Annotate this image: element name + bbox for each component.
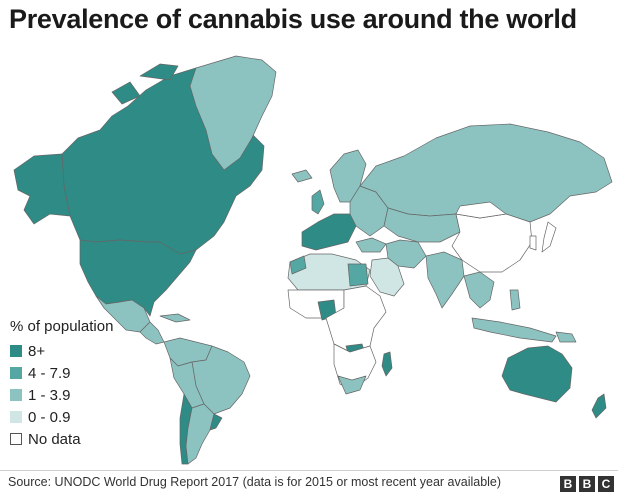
region-caribbean bbox=[159, 313, 191, 323]
region-japan bbox=[541, 221, 557, 253]
bbc-logo: B B C bbox=[560, 476, 614, 492]
region-china bbox=[451, 213, 533, 273]
legend-label: 0 - 0.9 bbox=[28, 408, 71, 426]
source-note: Source: UNODC World Drug Report 2017 (da… bbox=[8, 475, 502, 489]
region-argentina bbox=[185, 403, 215, 465]
legend-label: No data bbox=[28, 430, 81, 448]
legend-item: 1 - 3.9 bbox=[10, 384, 160, 406]
region-egypt bbox=[347, 263, 369, 287]
region-alaska bbox=[13, 153, 71, 225]
region-south-africa bbox=[337, 375, 367, 395]
region-indonesia bbox=[471, 317, 557, 343]
legend-swatch bbox=[10, 389, 22, 401]
chart-title: Prevalence of cannabis use around the wo… bbox=[9, 4, 577, 34]
region-western-europe bbox=[301, 213, 357, 251]
region-morocco bbox=[289, 255, 307, 275]
region-new-zealand bbox=[591, 393, 607, 419]
region-central-asia bbox=[383, 207, 461, 243]
world-map-svg bbox=[13, 55, 613, 465]
legend-label: 1 - 3.9 bbox=[28, 386, 71, 404]
bbc-logo-letter: B bbox=[560, 476, 576, 492]
legend-label: 4 - 7.9 bbox=[28, 364, 71, 382]
footer-divider bbox=[0, 470, 618, 471]
region-uruguay bbox=[209, 413, 223, 431]
region-australia bbox=[501, 345, 573, 403]
region-uk bbox=[311, 189, 325, 215]
legend-item: No data bbox=[10, 428, 160, 450]
region-india bbox=[425, 251, 465, 309]
region-turkey bbox=[355, 237, 387, 253]
region-southeast-asia bbox=[463, 271, 495, 309]
region-iceland bbox=[291, 169, 313, 183]
region-greenland bbox=[189, 55, 277, 171]
map-legend: % of population 8+ 4 - 7.9 1 - 3.9 0 - 0… bbox=[10, 318, 160, 450]
legend-title: % of population bbox=[10, 318, 114, 335]
legend-label: 8+ bbox=[28, 342, 46, 360]
legend-item: 4 - 7.9 bbox=[10, 362, 160, 384]
bbc-logo-letter: C bbox=[598, 476, 614, 492]
region-mongolia bbox=[455, 201, 507, 219]
region-arctic-islands-2 bbox=[111, 81, 141, 105]
region-korea bbox=[529, 235, 537, 251]
legend-swatch bbox=[10, 433, 22, 445]
region-philippines bbox=[509, 289, 521, 311]
legend-swatch bbox=[10, 345, 22, 357]
region-madagascar bbox=[381, 351, 393, 377]
region-arctic-islands-1 bbox=[139, 63, 179, 81]
legend-item: 0 - 0.9 bbox=[10, 406, 160, 428]
legend-item: 8+ bbox=[10, 340, 160, 362]
legend-swatch bbox=[10, 411, 22, 423]
legend-swatch bbox=[10, 367, 22, 379]
region-arabia bbox=[369, 257, 405, 297]
bbc-logo-letter: B bbox=[579, 476, 595, 492]
world-map bbox=[0, 46, 640, 466]
region-png bbox=[555, 331, 577, 343]
